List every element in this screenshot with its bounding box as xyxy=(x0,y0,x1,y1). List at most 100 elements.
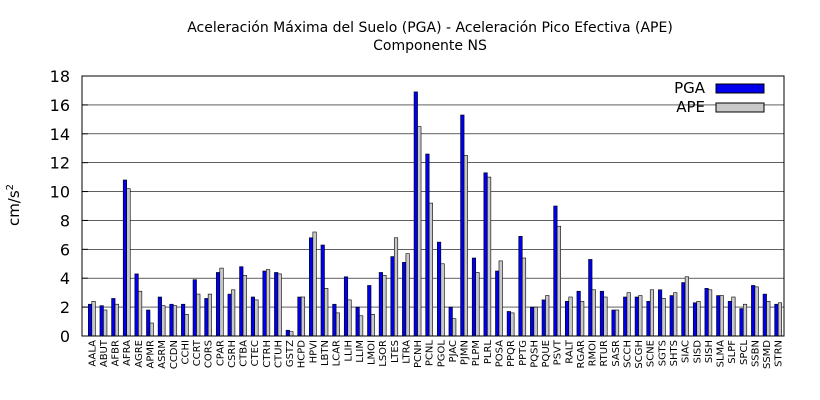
bar-ape-lsor xyxy=(382,275,387,337)
bar-pga-sgts xyxy=(658,289,663,337)
x-tick-label: CCDN xyxy=(169,340,180,369)
bar-pga-gstz xyxy=(285,329,290,337)
y-axis-label: cm/s2 xyxy=(5,184,23,226)
bar-pga-afbr xyxy=(111,298,116,337)
bar-ape-strn xyxy=(777,302,782,337)
bar-ape-slma xyxy=(719,295,724,337)
x-axis-ticks: AALA ABUT AFBR AFRA AGRE APMR ASRM CCDN CCHI CCRT… xyxy=(87,339,784,369)
legend-label-pga: PGA xyxy=(674,79,706,97)
x-tick-label: PJMN xyxy=(460,340,471,365)
x-tick-label: ASRM xyxy=(157,340,168,369)
bar-ape-ccdn xyxy=(172,305,178,337)
bar-pga-ccdn xyxy=(169,303,174,337)
bar-ape-apmr xyxy=(149,322,154,337)
legend-swatch-pga xyxy=(715,83,765,94)
legend: PGA APE xyxy=(674,79,765,116)
bar-pga-plpm xyxy=(471,257,477,337)
bar-pga-spcl xyxy=(739,308,744,337)
chart-title-line2: Componente NS xyxy=(373,38,487,54)
x-tick-label: LLIH xyxy=(343,340,354,362)
bar-ape-ppqr xyxy=(510,312,515,337)
x-tick-label: PJAC xyxy=(448,340,459,362)
x-tick-label: SCGH xyxy=(634,340,645,369)
x-tick-label: SCNE xyxy=(646,340,657,367)
bar-ape-lcar xyxy=(335,312,340,337)
x-tick-label: CSRH xyxy=(227,340,238,368)
bar-ape-rgar xyxy=(580,301,585,337)
x-tick-label: CORS xyxy=(204,340,215,368)
x-tick-label: ABUT xyxy=(99,339,110,367)
x-tick-label: SCCH xyxy=(622,340,633,368)
bar-ape-sgts xyxy=(661,298,666,337)
chart-title-line1: Aceleración Máxima del Suelo (PGA) - Ace… xyxy=(187,20,673,36)
bar-ape-spcl xyxy=(742,303,748,337)
x-tick-label: SLPF xyxy=(727,340,738,364)
bar-ape-pcnl xyxy=(428,202,433,337)
x-tick-label: CTEC xyxy=(250,340,261,366)
x-tick-label: LBTN xyxy=(320,340,331,366)
x-tick-label: AFRA xyxy=(122,340,133,366)
x-tick-label: GSTZ xyxy=(285,340,296,367)
x-tick-label: SPCL xyxy=(739,340,750,365)
bar-ape-pjmn xyxy=(463,155,468,337)
bar-pga-plrl xyxy=(483,172,488,337)
x-tick-label: AFBR xyxy=(111,340,122,366)
x-tick-label: LMOI xyxy=(367,340,378,365)
bar-pga-lmoi xyxy=(367,285,372,337)
bar-pga-pque xyxy=(541,299,546,337)
y-tick-label: 6 xyxy=(60,240,70,259)
y-tick-label: 0 xyxy=(60,327,70,346)
bar-pga-ctec xyxy=(250,296,255,337)
bar-ape-scch xyxy=(626,292,631,337)
bar-pga-ppqr xyxy=(506,311,511,337)
bar-pga-pqsh xyxy=(530,306,535,337)
bar-pga-scgh xyxy=(634,296,639,337)
x-tick-label: SSMD xyxy=(762,340,773,369)
bar-ape-pjac xyxy=(452,318,457,337)
bar-pga-slpf xyxy=(727,301,732,337)
plot-frame xyxy=(81,75,785,337)
bar-pga-ccrt xyxy=(192,279,197,337)
bar-pga-agre xyxy=(134,273,139,337)
bar-pga-pcnl xyxy=(425,153,430,337)
x-tick-label: SSBN xyxy=(750,340,761,367)
bar-pga-lsor xyxy=(378,272,383,337)
bar-ape-ctuh xyxy=(277,273,282,337)
y-axis-ticks: 0 2 4 6 8 10 12 14 16 18 xyxy=(50,67,88,346)
bar-ape-lbtn xyxy=(324,288,329,337)
bar-pga-pjac xyxy=(448,306,453,337)
x-tick-label: PGOL xyxy=(436,340,447,368)
legend-label-ape: APE xyxy=(676,98,705,116)
x-tick-label: CCHI xyxy=(180,340,191,364)
bar-ape-agre xyxy=(138,290,143,337)
x-tick-label: PCNL xyxy=(425,340,436,366)
bar-ape-ctrh xyxy=(266,269,271,337)
bar-pga-ltra xyxy=(402,262,407,337)
bar-ape-hcpd xyxy=(300,296,306,337)
x-tick-label: PLPM xyxy=(471,340,482,366)
bar-ape-hpvi xyxy=(312,231,317,337)
bar-pga-slma xyxy=(716,295,721,337)
x-tick-label: SISD xyxy=(692,340,703,364)
bars xyxy=(88,91,782,337)
x-tick-label: HCPD xyxy=(297,340,308,369)
bar-pga-ctrh xyxy=(262,270,267,337)
x-tick-label: PPQR xyxy=(506,340,517,367)
bar-pga-lbtn xyxy=(320,244,325,337)
x-tick-label: HPVI xyxy=(308,340,319,363)
bar-pga-pjmn xyxy=(460,114,465,337)
bar-ape-csrh xyxy=(231,289,236,337)
x-tick-label: SASR xyxy=(611,340,622,367)
bar-ape-ssmd xyxy=(766,301,771,337)
bar-ape-pqsh xyxy=(533,306,538,337)
y-axis-label-unit: cm/s xyxy=(5,190,23,226)
bar-pga-llim xyxy=(355,306,360,337)
x-tick-label: AALA xyxy=(87,340,98,367)
x-tick-label: RGAR xyxy=(576,340,587,369)
bar-ape-cors xyxy=(207,293,212,337)
bar-pga-pptg xyxy=(518,236,523,337)
y-tick-label: 16 xyxy=(50,96,70,115)
x-tick-label: PQSH xyxy=(529,340,540,368)
bar-pga-apmr xyxy=(146,309,151,337)
bar-pga-abut xyxy=(99,305,104,337)
